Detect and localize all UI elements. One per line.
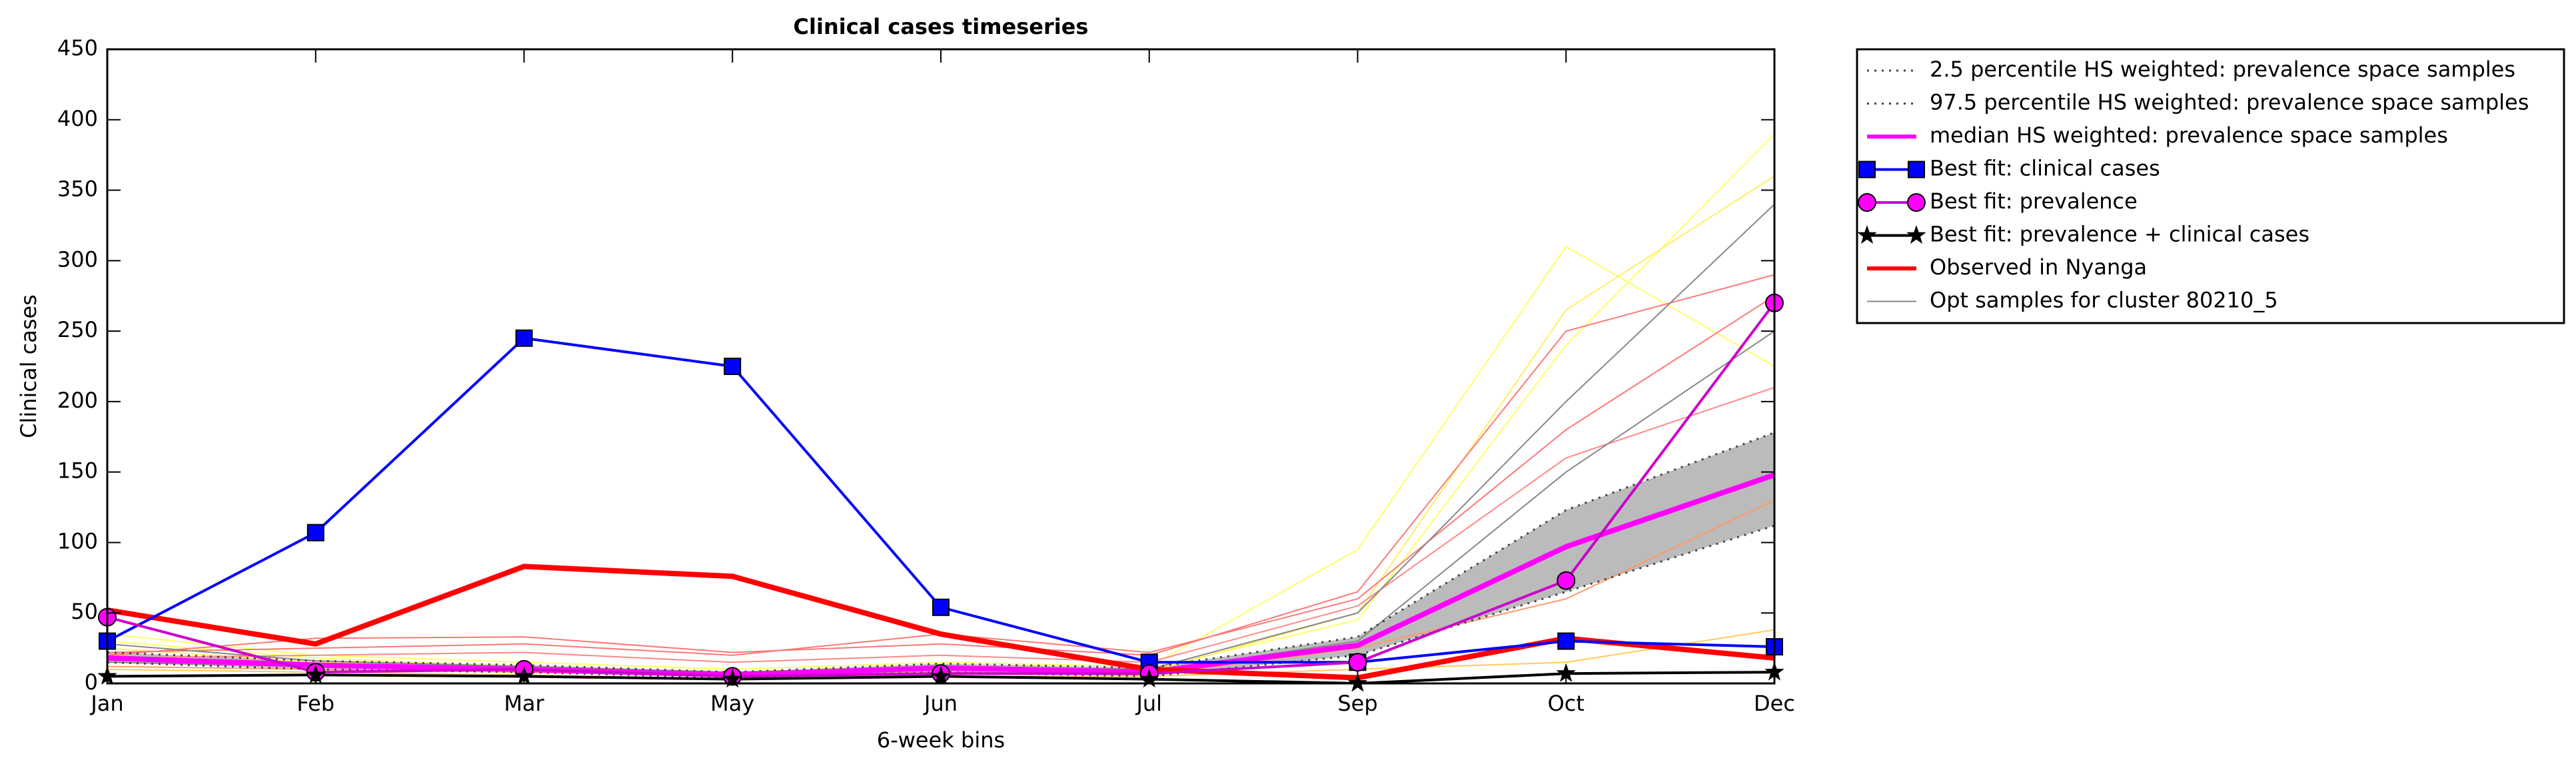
x-tick-label: Jun (923, 691, 958, 716)
legend-marker (1858, 161, 1876, 179)
y-tick-label: 0 (85, 669, 98, 695)
legend-label: Best fit: prevalence (1930, 189, 2138, 214)
data-point (724, 358, 742, 375)
legend: 2.5 percentile HS weighted: prevalence s… (1856, 48, 2565, 324)
legend-label: Opt samples for cluster 80210_5 (1930, 288, 2278, 313)
y-tick-label: 350 (57, 177, 98, 202)
series-line (107, 302, 1774, 678)
y-tick-label: 400 (57, 106, 98, 131)
x-tick-label: Sep (1337, 691, 1377, 716)
x-tick-label: Jan (89, 691, 123, 716)
legend-marker (1906, 224, 1926, 244)
data-point (307, 524, 324, 542)
x-tick-label: Feb (297, 691, 334, 716)
legend-marker (1858, 193, 1876, 212)
legend-label: Observed in Nyanga (1930, 254, 2147, 280)
x-tick-label: May (710, 691, 754, 716)
legend-label: 2.5 percentile HS weighted: prevalence s… (1930, 57, 2515, 82)
x-axis-label: 6-week bins (877, 727, 1005, 753)
legend-marker (1907, 193, 1926, 212)
x-tick-label: Jul (1135, 691, 1162, 716)
data-point (932, 598, 950, 616)
y-tick-label: 100 (57, 528, 98, 554)
x-tick-label: Dec (1754, 691, 1795, 716)
chart-title: Clinical cases timeseries (794, 14, 1089, 39)
data-point (515, 329, 533, 347)
legend-marker (1857, 224, 1877, 244)
data-point (1557, 632, 1575, 650)
percentile-band (107, 432, 1774, 678)
series-line (107, 564, 1774, 681)
legend-label: 97.5 percentile HS weighted: prevalence … (1930, 90, 2529, 115)
sample-line (107, 274, 1774, 656)
sample-line (107, 386, 1774, 663)
y-tick-label: 450 (57, 35, 98, 61)
y-tick-label: 250 (57, 317, 98, 342)
x-tick-label: Mar (504, 691, 544, 716)
legend-label: Best fit: clinical cases (1930, 156, 2160, 181)
legend-marker (1908, 161, 1925, 179)
legend-label: median HS weighted: prevalence space sam… (1930, 123, 2448, 148)
y-tick-label: 200 (57, 388, 98, 413)
y-tick-label: 50 (71, 599, 98, 624)
data-point (1557, 571, 1576, 590)
sample-line (107, 245, 1774, 670)
data-point (1348, 653, 1367, 672)
legend-label: Best fit: prevalence + clinical cases (1930, 222, 2309, 247)
x-tick-label: Oct (1548, 691, 1585, 716)
y-axis-label: Clinical cases (16, 294, 41, 438)
y-tick-label: 150 (57, 458, 98, 484)
y-tick-label: 300 (57, 246, 98, 272)
legend-frame (1856, 48, 2565, 324)
series-line (107, 432, 1774, 673)
